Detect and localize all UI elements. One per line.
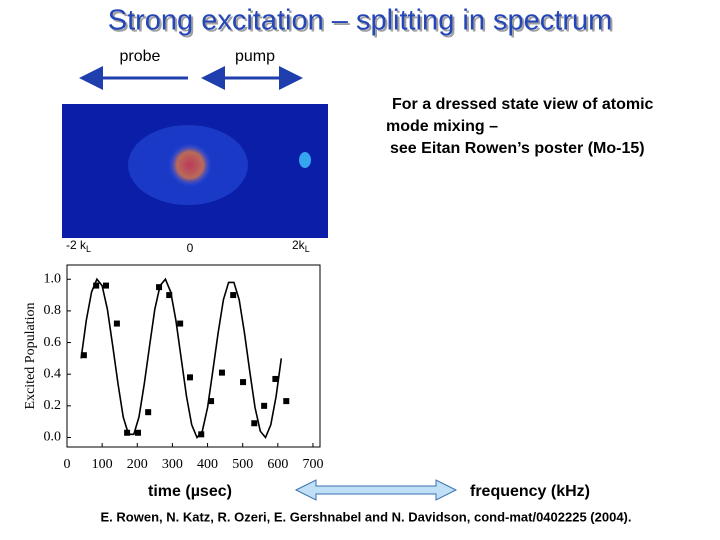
note-line: see Eitan Rowen’s poster (Mo-15) [390, 140, 645, 157]
data-point [113, 320, 120, 327]
x-tick-label: 200 [127, 457, 148, 472]
image-blob [168, 143, 212, 187]
data-point [218, 369, 225, 376]
x-tick-label: 100 [92, 457, 113, 472]
frequency-label: frequency (kHz) [470, 483, 590, 500]
y-tick-label: 0.8 [44, 303, 62, 318]
y-tick-label: 0.4 [44, 366, 62, 381]
data-point [198, 431, 205, 438]
double-arrow [294, 479, 458, 501]
y-tick-label: 0.6 [44, 335, 62, 350]
citation: E. Rowen, N. Katz, R. Ozeri, E. Gershnab… [101, 509, 632, 524]
image-spot [299, 152, 311, 168]
title-shadow: Strong excitation – splitting in spectru… [110, 7, 615, 39]
image-label: 0 [187, 241, 194, 255]
x-tick-label: 0 [64, 457, 71, 472]
y-axis-label: Excited Population [23, 303, 38, 410]
data-point [272, 375, 279, 382]
data-point [156, 284, 163, 291]
data-point [166, 292, 173, 299]
data-point [208, 398, 215, 405]
x-tick-label: 400 [197, 457, 218, 472]
data-point [261, 402, 268, 409]
y-tick-label: 0.2 [44, 398, 62, 413]
data-point [251, 420, 258, 427]
data-point [93, 282, 100, 289]
note-line: For a dressed state view of atomic [392, 96, 654, 113]
image-label: -2 kL [66, 238, 91, 254]
y-tick-label: 1.0 [44, 271, 62, 286]
plot-frame [66, 264, 321, 448]
y-tick-label: 0.0 [44, 430, 62, 445]
image-label: 2kL [292, 238, 310, 254]
x-tick-label: 600 [267, 457, 288, 472]
pump-label: pump [235, 48, 275, 65]
data-point [134, 429, 141, 436]
x-tick-label: 500 [232, 457, 253, 472]
note-line: mode mixing – [386, 118, 498, 135]
image-labels: -2 kL 0 2kL [66, 238, 310, 255]
fit-line [80, 277, 283, 440]
note: For a dressed state view of atomic mode … [386, 96, 654, 157]
data-point [145, 409, 152, 416]
image-glow [128, 125, 248, 205]
time-label: time (µsec) [148, 483, 232, 500]
data-point [177, 320, 184, 327]
data-point [230, 292, 237, 299]
data-point [186, 374, 193, 381]
chart: 0 100 200 300 400 500 600 700 0.0 0.2 0.4 0.6 0.8 1.0… [23, 264, 323, 472]
data-point [103, 282, 110, 289]
x-tick-label: 300 [162, 457, 183, 472]
title: Strong excitation – splitting in spectru… [108, 5, 613, 37]
probe-label: probe [120, 48, 161, 65]
x-tick-label: 700 [302, 457, 323, 472]
data-point [283, 398, 290, 405]
data-point [80, 352, 87, 359]
data-point [124, 429, 131, 436]
data-point [240, 379, 247, 386]
